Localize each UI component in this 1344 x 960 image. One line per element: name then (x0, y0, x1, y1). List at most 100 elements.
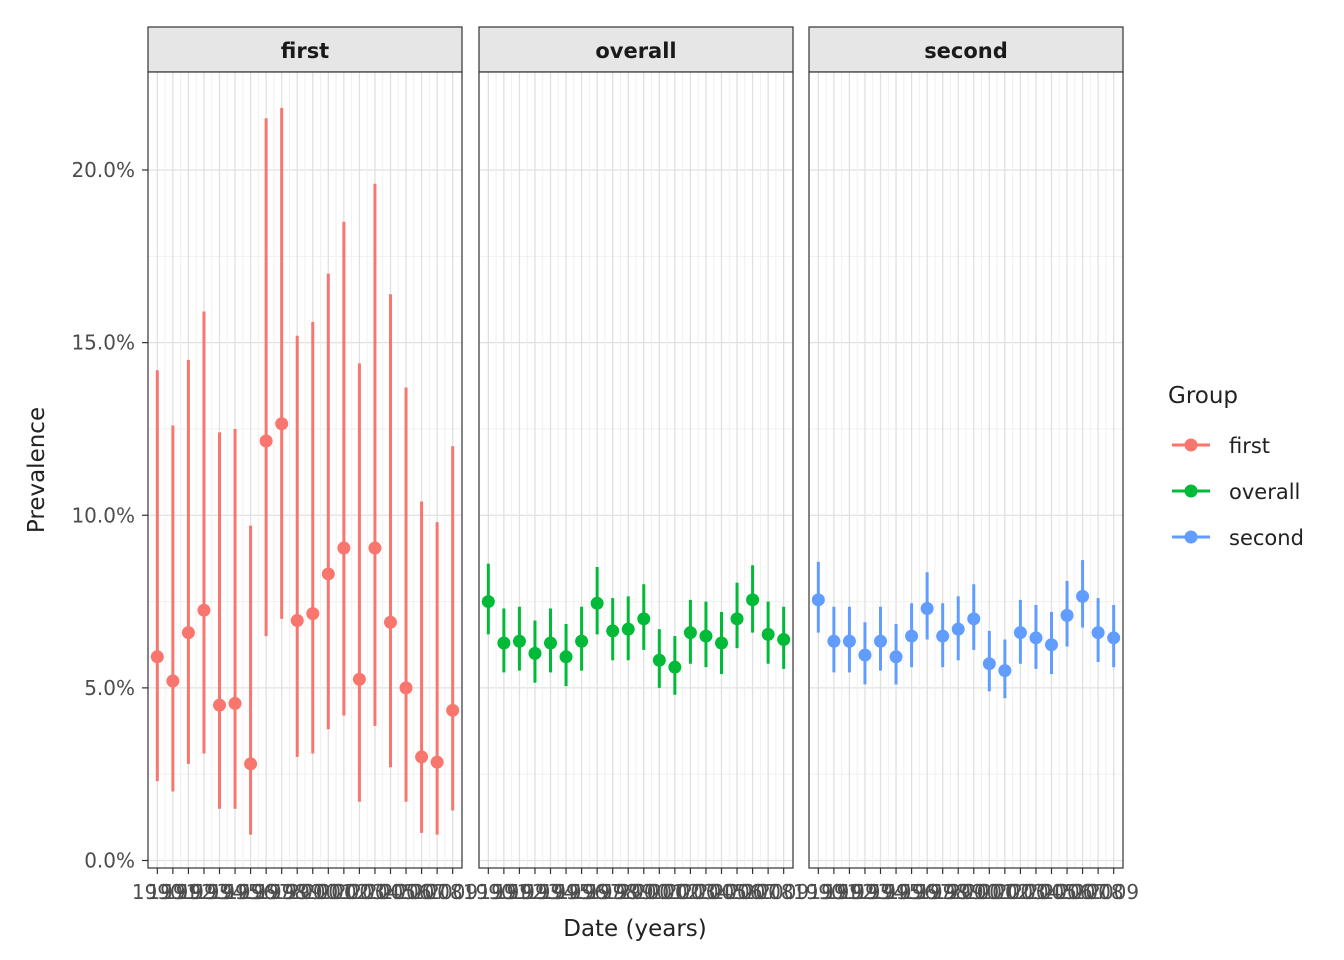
data-point (575, 634, 589, 648)
x-tick-label: 2008 (412, 880, 463, 904)
data-point (827, 634, 841, 648)
x-tick-label: 2009 (1088, 880, 1139, 904)
data-point (1044, 638, 1058, 652)
legend-key-overall (1184, 484, 1198, 498)
x-tick-label: 1997 (572, 880, 623, 904)
x-tick-label: 2002 (318, 880, 369, 904)
data-point (858, 648, 872, 662)
y-tick-label: 0.0% (84, 849, 135, 873)
x-tick-label: 1992 (163, 880, 214, 904)
x-tick-label: 1992 (494, 880, 545, 904)
data-point (668, 660, 682, 674)
x-tick-label: 1996 (225, 880, 276, 904)
x-tick-label: 2000 (948, 880, 999, 904)
strip-first (147, 26, 463, 73)
data-point (512, 634, 526, 648)
data-point (621, 622, 635, 636)
data-point (683, 626, 697, 640)
x-tick-label: 1998 (587, 880, 638, 904)
panel-border (147, 71, 463, 869)
x-tick-label: 1995 (871, 880, 922, 904)
data-point (213, 698, 227, 712)
x-tick-label: 1993 (840, 880, 891, 904)
x-tick-label: 1997 (241, 880, 292, 904)
legend-label-first: first (1229, 434, 1270, 458)
x-tick-label: 2003 (665, 880, 716, 904)
data-point (228, 696, 242, 710)
data-point (150, 650, 164, 664)
data-point (811, 593, 825, 607)
data-point (1013, 626, 1027, 640)
data-point (982, 657, 996, 671)
data-point (337, 541, 351, 555)
data-point (1091, 626, 1105, 640)
x-tick-label: 2006 (381, 880, 432, 904)
data-point (259, 434, 273, 448)
data-point (951, 622, 965, 636)
y-tick-label: 15.0% (71, 331, 135, 355)
data-point (1029, 631, 1043, 645)
data-point (181, 626, 195, 640)
x-tick-label: 1990 (463, 880, 514, 904)
legend-key-second (1184, 530, 1198, 544)
x-tick-label: 1990 (132, 880, 183, 904)
panel-second: second 1990199119921993199419951996199719… (793, 26, 1139, 904)
panels-layer: first19901991199219931994199519961997199… (132, 26, 1139, 904)
data-point (197, 603, 211, 617)
data-point (352, 672, 366, 686)
x-tick-label: 1995 (541, 880, 592, 904)
data-point (306, 607, 320, 621)
x-tick-label: 2003 (995, 880, 1046, 904)
legend: Group first overall second (1168, 383, 1304, 550)
data-point (761, 627, 775, 641)
panel-first: first 19901991199219931994199519961997199… (132, 26, 478, 904)
x-tick-label: 1991 (478, 880, 529, 904)
x-tick-label: 1993 (179, 880, 230, 904)
data-point (275, 417, 289, 431)
data-point (920, 601, 934, 615)
data-point (497, 636, 511, 650)
legend-key-first (1184, 438, 1198, 452)
x-tick-label: 2008 (743, 880, 794, 904)
data-point (559, 650, 573, 664)
x-tick-label: 2007 (727, 880, 778, 904)
data-point (746, 593, 760, 607)
x-tick-label: 2006 (712, 880, 763, 904)
x-tick-label: 2004 (349, 880, 400, 904)
x-tick-label: 2005 (696, 880, 747, 904)
panel-border (478, 71, 794, 869)
data-point (528, 646, 542, 660)
data-point (606, 624, 620, 638)
data-point (905, 629, 919, 643)
data-point (967, 612, 981, 626)
y-tick-label: 10.0% (71, 503, 135, 527)
data-point (244, 757, 258, 771)
x-tick-label: 1998 (256, 880, 307, 904)
legend-title: Group (1168, 383, 1238, 409)
x-tick-label: 2001 (964, 880, 1015, 904)
x-tick-label: 2004 (680, 880, 731, 904)
panel-border (808, 71, 1124, 869)
data-point (481, 595, 495, 609)
data-point (637, 612, 651, 626)
y-axis-title: Prevalence (24, 407, 50, 533)
legend-label-second: second (1229, 526, 1304, 550)
x-tick-label: 2009 (427, 880, 478, 904)
data-point (998, 664, 1012, 678)
data-point (889, 650, 903, 664)
data-point (1107, 631, 1121, 645)
data-point (446, 703, 460, 717)
x-tick-label: 2005 (365, 880, 416, 904)
data-point (290, 614, 304, 628)
x-tick-label: 2007 (396, 880, 447, 904)
data-point (652, 653, 666, 667)
data-point (777, 633, 791, 647)
data-point (1060, 608, 1074, 622)
x-tick-label: 1999 (933, 880, 984, 904)
x-tick-label: 2007 (1057, 880, 1108, 904)
x-tick-label: 2006 (1042, 880, 1093, 904)
data-point (321, 567, 335, 581)
x-tick-label: 2000 (287, 880, 338, 904)
x-tick-label: 2004 (1010, 880, 1061, 904)
